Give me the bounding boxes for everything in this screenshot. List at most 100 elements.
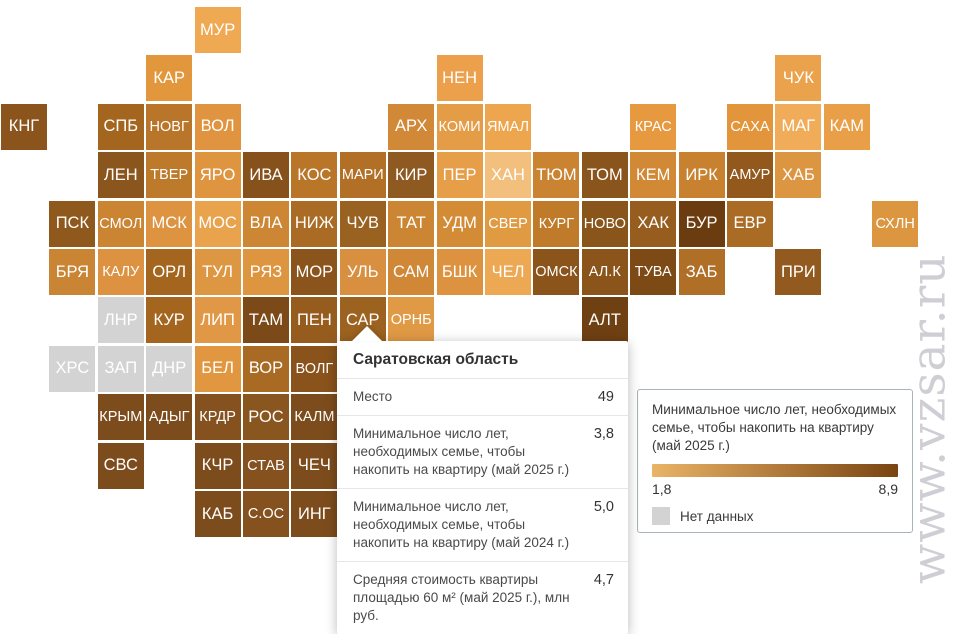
region-tile-СТАВ[interactable]: СТАВ [243,442,289,489]
region-tile-КЧР[interactable]: КЧР [194,442,241,489]
region-tile-ТАТ[interactable]: ТАТ [388,200,435,247]
region-tile-ДНР[interactable]: ДНР [146,345,193,392]
region-tile-ВОЛ[interactable]: ВОЛ [194,103,241,150]
region-tile-САХА[interactable]: САХА [727,103,773,150]
region-tile-МАРИ[interactable]: МАРИ [339,152,386,199]
region-tile-МСК[interactable]: МСК [146,200,193,247]
region-tile-ИНГ[interactable]: ИНГ [291,491,338,537]
region-tile-УЛЬ[interactable]: УЛЬ [339,249,386,295]
region-tile-ПСК[interactable]: ПСК [49,200,96,247]
region-tile-ХАН[interactable]: ХАН [485,152,531,199]
region-tile-УДМ[interactable]: УДМ [436,200,483,247]
region-tile-ЛНР[interactable]: ЛНР [97,297,144,344]
region-tile-ТЮМ[interactable]: ТЮМ [533,152,580,199]
tooltip-row-value: 4,7 [593,572,614,588]
region-tile-ПЕН[interactable]: ПЕН [291,297,338,344]
region-tile-КУРГ[interactable]: КУРГ [533,200,580,247]
region-tile-СВС[interactable]: СВС [97,442,144,489]
region-tile-ИРК[interactable]: ИРК [678,152,725,199]
region-tile-СПБ[interactable]: СПБ [97,103,144,150]
region-tile-КУР[interactable]: КУР [146,297,193,344]
tooltip-row: Минимальное число лет, необходимых семье… [337,415,628,488]
region-tile-КРДР[interactable]: КРДР [194,394,241,441]
region-tile-КОМИ[interactable]: КОМИ [436,103,483,150]
region-tile-ЕВР[interactable]: ЕВР [727,200,773,247]
region-tile-ТВЕР[interactable]: ТВЕР [146,152,193,199]
tooltip-arrow-icon [352,326,382,341]
region-tile-КАЛУ[interactable]: КАЛУ [97,249,144,295]
region-tile-ЛЕН[interactable]: ЛЕН [97,152,144,199]
region-tile-БРЯ[interactable]: БРЯ [49,249,96,295]
region-tile-БЕЛ[interactable]: БЕЛ [194,345,241,392]
region-tile-АЛТ[interactable]: АЛТ [581,297,628,344]
region-tile-map: МУР КАР НЕН ЧУК КНГ СПБ НОВГ ВОЛ АРХ КОМИ ЯМАЛ КРАС… [1,7,919,537]
region-tile-ЗАБ[interactable]: ЗАБ [678,249,725,295]
legend-scale-max: 8,9 [878,481,898,497]
region-tile-ЧУК[interactable]: ЧУК [775,55,822,102]
region-tile-КРАС[interactable]: КРАС [630,103,677,150]
region-tile-ЗАП[interactable]: ЗАП [97,345,144,392]
region-tile-ЧЕЛ[interactable]: ЧЕЛ [485,249,531,295]
region-tile-ЛИП[interactable]: ЛИП [194,297,241,344]
region-tile-С.ОС[interactable]: С.ОС [243,491,289,537]
region-tile-САМ[interactable]: САМ [388,249,435,295]
region-tile-ПЕР[interactable]: ПЕР [436,152,483,199]
no-data-swatch [652,507,670,525]
region-tooltip: Саратовская область Место 49 Минимальное ч… [337,326,628,634]
region-tile-ОМСК[interactable]: ОМСК [533,249,580,295]
region-tile-КЕМ[interactable]: КЕМ [630,152,677,199]
region-tile-ВЛА[interactable]: ВЛА [243,200,289,247]
region-tile-СХЛН[interactable]: СХЛН [872,200,919,247]
region-tile-МОР[interactable]: МОР [291,249,338,295]
region-tile-АЛ.К[interactable]: АЛ.К [581,249,628,295]
region-tile-АРХ[interactable]: АРХ [388,103,435,150]
tooltip-region-title: Саратовская область [353,351,519,368]
region-tile-КАР[interactable]: КАР [146,55,193,102]
tooltip-row-label: Минимальное число лет, необходимых семье… [353,499,570,550]
region-tile-БУР[interactable]: БУР [678,200,725,247]
region-tile-ХРС[interactable]: ХРС [49,345,96,392]
region-tile-НОВГ[interactable]: НОВГ [146,103,193,150]
region-tile-АДЫГ[interactable]: АДЫГ [146,394,193,441]
region-tile-ИВА[interactable]: ИВА [243,152,289,199]
region-tile-НИЖ[interactable]: НИЖ [291,200,338,247]
tooltip-row: Минимальное число лет, необходимых семье… [337,488,628,561]
region-tile-КНГ[interactable]: КНГ [1,103,47,150]
region-tile-КАБ[interactable]: КАБ [194,491,241,537]
region-tile-ЯРО[interactable]: ЯРО [194,152,241,199]
region-tile-ТУЛ[interactable]: ТУЛ [194,249,241,295]
legend-gradient-bar [652,464,898,477]
region-tile-НОВО[interactable]: НОВО [581,200,628,247]
region-tile-ЯМАЛ[interactable]: ЯМАЛ [485,103,531,150]
region-tile-РЯЗ[interactable]: РЯЗ [243,249,289,295]
region-tile-СВЕР[interactable]: СВЕР [485,200,531,247]
region-tile-КРЫМ[interactable]: КРЫМ [97,394,144,441]
region-tile-НЕН[interactable]: НЕН [436,55,483,102]
region-tile-КАМ[interactable]: КАМ [823,103,870,150]
region-tile-КОС[interactable]: КОС [291,152,338,199]
region-tile-ВОЛГ[interactable]: ВОЛГ [291,345,338,392]
region-tile-ЧУВ[interactable]: ЧУВ [339,200,386,247]
region-tile-АМУР[interactable]: АМУР [727,152,773,199]
region-tile-МУР[interactable]: МУР [194,7,241,53]
region-tile-СМОЛ[interactable]: СМОЛ [97,200,144,247]
tooltip-row-value: 3,8 [593,426,614,442]
region-tile-БШК[interactable]: БШК [436,249,483,295]
region-tile-МОС[interactable]: МОС [194,200,241,247]
region-tile-ВОР[interactable]: ВОР [243,345,289,392]
region-tile-ЧЕЧ[interactable]: ЧЕЧ [291,442,338,489]
region-tile-РОС[interactable]: РОС [243,394,289,441]
region-tile-ХАК[interactable]: ХАК [630,200,677,247]
region-tile-ХАБ[interactable]: ХАБ [775,152,822,199]
region-tile-КИР[interactable]: КИР [388,152,435,199]
no-data-label: Нет данных [680,508,754,524]
region-tile-ТАМ[interactable]: ТАМ [243,297,289,344]
region-tile-ОРНБ[interactable]: ОРНБ [388,297,435,344]
region-tile-ТОМ[interactable]: ТОМ [581,152,628,199]
region-tile-ТУВА[interactable]: ТУВА [630,249,677,295]
region-tile-МАГ[interactable]: МАГ [775,103,822,150]
region-tile-ОРЛ[interactable]: ОРЛ [146,249,193,295]
legend-title: Минимальное число лет, необходимых семье… [652,402,897,453]
region-tile-ПРИ[interactable]: ПРИ [775,249,822,295]
region-tile-КАЛМ[interactable]: КАЛМ [291,394,338,441]
